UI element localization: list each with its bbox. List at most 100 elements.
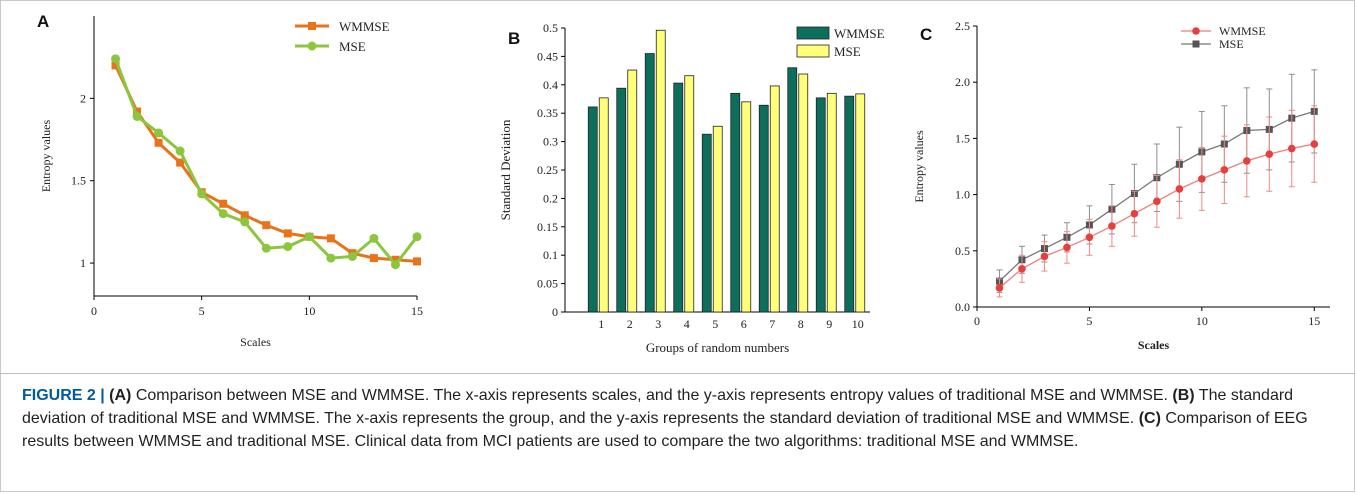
data-point-mse [154, 128, 164, 138]
data-point-wmmse [413, 257, 421, 266]
y-axis-title: Standard Deviation [498, 119, 513, 220]
caption-label: FIGURE 2 | [22, 387, 105, 404]
bar-wmmse [587, 106, 598, 313]
x-tick-label: 15 [1308, 314, 1320, 328]
data-point-wmmse [1198, 175, 1206, 183]
x-axis-title: Groups of random numbers [646, 340, 789, 355]
panel-a-label: A [37, 12, 49, 31]
panel-c-label: C [920, 25, 932, 44]
data-point-mse [412, 232, 422, 242]
legend-swatch-wmmse [796, 26, 830, 40]
data-point-wmmse [240, 211, 249, 220]
bar-wmmse [616, 87, 627, 313]
x-tick-label: 9 [826, 317, 832, 331]
caption-b-text: The standard deviation of traditional MS… [22, 387, 1294, 427]
y-tick-label: 1.0 [955, 188, 970, 202]
data-point-wmmse [176, 158, 185, 167]
data-point-mse [240, 217, 250, 227]
x-tick-label: 4 [684, 317, 690, 331]
legend-label: MSE [834, 44, 861, 59]
x-tick-label: 0 [91, 304, 97, 318]
data-point-mse [390, 260, 400, 270]
y-tick-label: 2.5 [955, 19, 970, 33]
legend-marker-wmmse [308, 22, 316, 30]
x-tick-label: 5 [1086, 314, 1092, 328]
x-tick-label: 15 [411, 304, 423, 318]
bar-mse [598, 97, 609, 313]
data-point-wmmse [1130, 209, 1139, 218]
data-point-mse [283, 242, 293, 252]
x-tick-label: 7 [769, 317, 775, 331]
caption-b-marker: (B) [1172, 387, 1195, 404]
legend-marker-mse [307, 41, 317, 51]
data-point-mse [261, 243, 271, 253]
data-point-wmmse [326, 234, 335, 243]
y-tick-label: 0.2 [543, 191, 558, 205]
data-point-wmmse [1063, 243, 1071, 252]
x-tick-label: 8 [798, 317, 804, 331]
data-point-wmmse [133, 107, 142, 116]
bar-mse [655, 29, 666, 313]
bar-wmmse [758, 104, 769, 313]
bar-wmmse [673, 82, 684, 313]
bar-wmmse [844, 95, 855, 313]
data-point-mse [369, 233, 379, 243]
data-point-mse [197, 189, 207, 199]
x-axis-title: Scales [240, 335, 271, 349]
data-point-wmmse [1243, 157, 1251, 165]
data-point-mse [326, 253, 336, 263]
panel-c-chart: C 0 5 10 15 0.0 0.5 1.0 1.5 2.0 2.5 Scales Entropy v… [912, 19, 1330, 352]
y-tick-label: 0.05 [537, 277, 558, 291]
figure-caption: FIGURE 2 | (A) Comparison between MSE an… [22, 384, 1340, 453]
legend-label: WMMSE [339, 19, 390, 34]
bar-mse [741, 101, 752, 313]
data-point-wmmse [1108, 222, 1116, 230]
y-tick-label: 0.1 [543, 248, 558, 262]
y-tick-label: 0.25 [537, 163, 558, 177]
bar-mse [826, 92, 837, 313]
data-point-wmmse [995, 284, 1004, 292]
x-tick-label: 10 [852, 317, 864, 331]
bar-mse [627, 69, 638, 313]
data-point-mse [111, 54, 121, 64]
y-tick-label: 2.0 [955, 75, 970, 89]
x-tick-label: 0 [974, 314, 980, 328]
panel-a-chart: A 0 5 10 15 1 1.5 2 Scales Entropy values WMMSE MSE [37, 12, 423, 349]
y-tick-label: 0.5 [955, 244, 970, 258]
caption-divider [0, 373, 1355, 374]
caption-a-text: Comparison between MSE and WMMSE. The x-… [131, 387, 1173, 404]
data-point-mse [218, 209, 228, 219]
data-point-wmmse [154, 138, 163, 147]
bar-wmmse [730, 92, 741, 313]
y-tick-label: 0.35 [537, 106, 558, 120]
data-point-wmmse [391, 255, 400, 264]
legend-label: MSE [339, 39, 366, 54]
legend-swatch-mse [796, 44, 830, 58]
data-point-wmmse [283, 229, 292, 238]
data-point-mse [175, 146, 185, 156]
x-tick-label: 6 [741, 317, 747, 331]
panel-b-label: B [508, 29, 520, 48]
data-point-wmmse [1175, 185, 1184, 193]
data-point-wmmse [111, 61, 120, 70]
legend-label: WMMSE [1219, 24, 1266, 38]
data-point-wmmse [1040, 252, 1049, 261]
y-tick-label: 0.15 [537, 220, 558, 234]
y-tick-label: 0.0 [955, 300, 970, 314]
y-tick-label: 1 [80, 256, 86, 270]
y-tick-label: 0.45 [537, 49, 558, 63]
y-tick-label: 1.5 [955, 131, 970, 145]
legend-label: WMMSE [834, 26, 885, 41]
x-tick-label: 10 [303, 304, 315, 318]
caption-c-text: Comparison of EEG results between WMMSE … [22, 410, 1308, 450]
bar-mse [855, 93, 866, 313]
bar-mse [684, 75, 695, 313]
y-tick-label: 0 [552, 305, 558, 319]
data-point-wmmse [1310, 140, 1319, 148]
data-point-wmmse [369, 254, 378, 263]
data-point-wmmse [219, 199, 228, 208]
series-line-mse [114, 58, 419, 268]
bar-wmmse [815, 97, 826, 313]
y-axis-title: Entropy values [39, 120, 53, 193]
y-tick-label: 1.5 [71, 174, 86, 188]
